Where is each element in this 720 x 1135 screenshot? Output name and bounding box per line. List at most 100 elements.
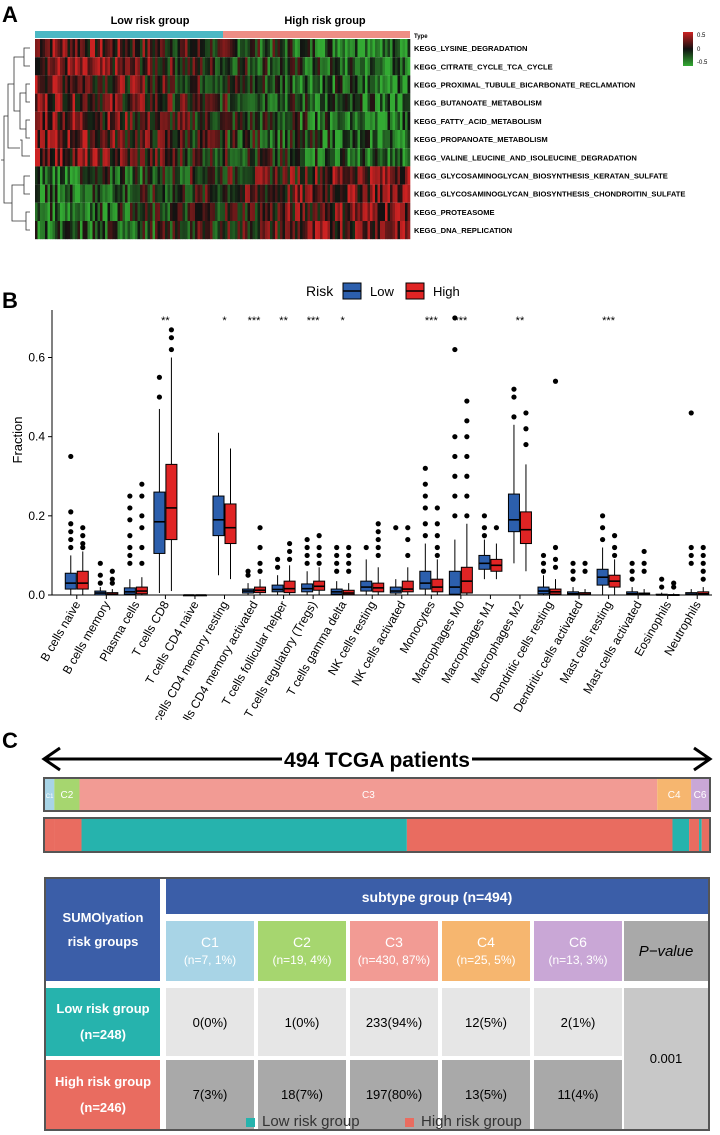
heatmap-cell — [235, 57, 238, 76]
heatmap-cell — [295, 148, 298, 167]
heatmap-cell — [90, 221, 93, 240]
heatmap-cell — [247, 166, 251, 185]
heatmap-cell — [377, 166, 381, 185]
heatmap-cell — [152, 75, 156, 94]
heatmap-cell — [165, 221, 168, 240]
heatmap-cell — [335, 75, 338, 94]
heatmap-cell — [195, 184, 198, 203]
outlier-point — [688, 552, 694, 559]
heatmap-cell — [257, 130, 261, 149]
heatmap-cell — [95, 75, 98, 94]
heatmap-cell — [185, 130, 188, 149]
heatmap-cell — [387, 221, 391, 240]
heatmap-cell — [340, 166, 343, 185]
heatmap-cell — [402, 111, 406, 130]
heatmap-cell — [325, 57, 328, 76]
heatmap-cell — [157, 57, 161, 76]
heatmap-cell — [107, 75, 111, 94]
heatmap-cell — [165, 111, 168, 130]
heatmap-cell — [387, 166, 391, 185]
outlier-point — [452, 453, 458, 460]
subtype-column-name: C4 — [477, 934, 495, 950]
heatmap-cell — [80, 202, 83, 221]
heatmap-cell — [337, 148, 341, 167]
heatmap-cell — [215, 148, 218, 167]
heatmap-cell — [242, 39, 246, 58]
heatmap-cell — [150, 184, 153, 203]
heatmap-cell — [55, 75, 58, 94]
heatmap-cell — [160, 130, 163, 149]
heatmap-cell — [405, 166, 408, 185]
heatmap-cell — [147, 39, 151, 58]
heatmap-cell — [42, 221, 46, 240]
heatmap-cell — [57, 75, 61, 94]
heatmap-cell — [150, 221, 153, 240]
heatmap-cell — [70, 57, 73, 76]
heatmap-cell — [235, 202, 238, 221]
heatmap-cell — [60, 166, 63, 185]
heatmap-cell — [222, 166, 226, 185]
heatmap-cell — [232, 75, 236, 94]
heatmap-cell — [210, 57, 213, 76]
heatmap-cell — [115, 39, 118, 58]
outlier-point — [464, 398, 470, 404]
heatmap-cell — [282, 184, 286, 203]
heatmap-cell — [217, 221, 221, 240]
panel-b-letter: B — [2, 288, 18, 313]
heatmap-cell — [210, 130, 213, 149]
heatmap-cell — [115, 202, 118, 221]
heatmap-cell — [205, 148, 208, 167]
heatmap-cell — [260, 75, 263, 94]
heatmap-cell — [180, 148, 183, 167]
legend-high-swatch — [405, 1118, 414, 1127]
heatmap-cell — [350, 39, 353, 58]
heatmap-cell — [290, 57, 293, 76]
heatmap-cell — [65, 57, 68, 76]
heatmap-cell — [80, 166, 83, 185]
heatmap-cell — [112, 166, 116, 185]
heatmap-cell — [327, 130, 331, 149]
heatmap-cell — [145, 202, 148, 221]
heatmap-cell — [172, 130, 176, 149]
heatmap-cell — [125, 57, 128, 76]
risk-segment — [689, 819, 700, 851]
heatmap-cell — [232, 166, 236, 185]
heatmap-cell — [312, 221, 316, 240]
heatmap-cell — [232, 57, 236, 76]
heatmap-cell — [242, 57, 246, 76]
heatmap-cell — [80, 221, 83, 240]
y-tick-label: 0.4 — [28, 430, 45, 444]
heatmap-cell — [205, 111, 208, 130]
pathway-label: KEGG_GLYCOSAMINOGLYCAN_BIOSYNTHESIS_KERA… — [414, 172, 668, 181]
heatmap-cell — [315, 57, 318, 76]
heatmap-cell — [100, 202, 103, 221]
outlier-point — [671, 584, 677, 590]
heatmap-cell — [300, 221, 303, 240]
heatmap-cell — [200, 111, 203, 130]
outlier-point — [611, 552, 618, 559]
heatmap-cell — [300, 111, 303, 130]
heatmap-cell — [297, 93, 301, 112]
heatmap-cell — [47, 75, 51, 94]
heatmap-cell — [45, 166, 48, 185]
box-low — [655, 576, 668, 596]
heatmap-cell — [332, 221, 336, 240]
heatmap-cell — [215, 166, 218, 185]
heatmap-cell — [162, 202, 166, 221]
heatmap-cell — [247, 39, 251, 58]
heatmap-cell — [95, 93, 98, 112]
heatmap-cell — [262, 221, 266, 240]
heatmap-cell — [187, 57, 191, 76]
outlier-point — [434, 533, 440, 539]
heatmap-cell — [370, 39, 373, 58]
outlier-point — [629, 576, 635, 582]
heatmap-cell — [210, 39, 213, 58]
heatmap-cell — [65, 130, 68, 149]
subtype-column-count: (n=25, 5%) — [456, 953, 516, 967]
heatmap-cell — [97, 39, 101, 58]
heatmap-cell — [267, 221, 271, 240]
legend-low-label: Low risk group — [262, 1113, 360, 1130]
heatmap-cell — [252, 202, 256, 221]
subtype-column-name: C6 — [569, 934, 587, 950]
heatmap-cell — [380, 75, 383, 94]
